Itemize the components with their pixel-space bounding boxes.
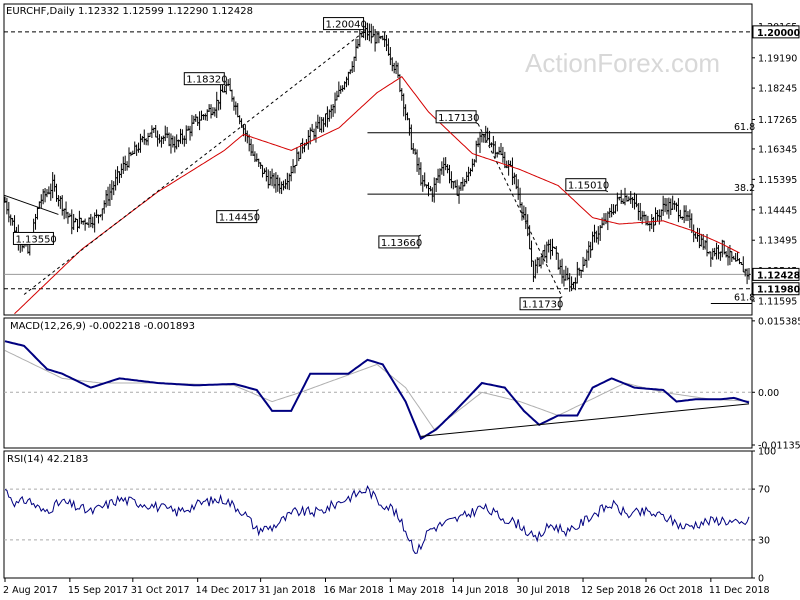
macd-ytick-label: 0.00 — [758, 388, 779, 399]
price-ytick-label: 1.11595 — [758, 297, 797, 308]
annotation-box — [216, 210, 258, 224]
x-tick-label: 14 Jun 2018 — [451, 585, 508, 596]
macd-title: MACD(12,26,9) -0.002218 -0.001893 — [10, 321, 195, 332]
level-label: 1.20000 — [757, 28, 800, 39]
x-tick-label: 15 Sep 2017 — [68, 585, 128, 596]
level-label-box: 1.12428 — [752, 267, 800, 281]
x-tick-label: 16 Mar 2018 — [323, 585, 383, 596]
price-annotation: 1.13660 — [378, 234, 422, 249]
level-label: 1.12428 — [757, 270, 800, 281]
annotation-box — [435, 110, 477, 124]
x-tick-label: 11 Dec 2018 — [709, 585, 770, 596]
price-annotation: 1.17130 — [435, 110, 479, 125]
annotation-label: 1.20040 — [326, 20, 367, 31]
rsi-ytick-label: 70 — [758, 485, 770, 496]
price-title: EURCHF,Daily 1.12332 1.12599 1.12290 1.1… — [6, 6, 253, 17]
level-label-box: 1.11980 — [752, 282, 800, 296]
x-tick-label: 26 Oct 2018 — [644, 585, 703, 596]
annotation-box — [519, 297, 561, 311]
annotation-box — [378, 235, 420, 249]
fib-label: 61.8 — [734, 292, 755, 303]
price-annotation: 1.13550 — [12, 231, 57, 245]
level-label-bg — [752, 282, 800, 296]
annotation-label: 1.11730 — [522, 300, 563, 311]
x-tick-label: 1 May 2018 — [388, 585, 444, 596]
annotation-label: 1.14450 — [219, 213, 260, 224]
price-ytick-label: 1.16345 — [758, 144, 797, 155]
annotation-label: 1.13550 — [15, 234, 56, 245]
rsi-ytick-label: 0 — [758, 574, 764, 585]
x-tick-label: 2 Aug 2017 — [3, 585, 58, 596]
watermark: ActionForex.com — [525, 48, 720, 78]
level-label-bg — [752, 267, 800, 281]
price-annotation: 1.11730 — [519, 296, 563, 311]
rsi-line — [4, 485, 750, 554]
annotation-box — [323, 17, 365, 31]
price-ytick-label: 1.14445 — [758, 205, 797, 216]
macd-line — [4, 340, 750, 441]
price-annotation: 1.18320 — [183, 72, 228, 87]
rsi-ytick-label: 30 — [758, 535, 770, 546]
annotation-label: 1.18320 — [186, 75, 227, 86]
price-ytick-label: 1.15395 — [758, 175, 797, 186]
price-annotation: 1.14450 — [216, 209, 260, 224]
annotation-box — [565, 178, 607, 192]
rsi-ytick-label: 100 — [758, 447, 776, 458]
annotation-box — [183, 72, 225, 86]
macd-ytick-label: 0.015385 — [758, 316, 800, 327]
macd-ytick-label: -0.011352 — [758, 440, 800, 451]
level-label: 1.11980 — [757, 285, 800, 296]
ohlc-bar — [747, 268, 751, 280]
annotation-box — [12, 231, 54, 245]
level-label-bg — [752, 25, 800, 39]
rsi-title: RSI(14) 42.2183 — [7, 454, 88, 465]
x-tick-label: 12 Sep 2018 — [581, 585, 641, 596]
fib-label: 38.2 — [734, 183, 755, 194]
price-ytick-label: 1.19190 — [758, 53, 797, 64]
x-tick-label: 30 Jul 2018 — [516, 585, 570, 596]
annotation-label: 1.17130 — [438, 113, 479, 124]
x-tick-label: 31 Jan 2018 — [259, 585, 316, 596]
annotation-label: 1.13660 — [381, 238, 422, 249]
price-ytick-label: 1.18245 — [758, 84, 797, 95]
fib-label: 61.8 — [734, 122, 755, 133]
level-label-box: 1.20000 — [752, 25, 800, 39]
trendline — [477, 123, 563, 297]
macd-trendline — [420, 403, 750, 437]
price-ytick-label: 1.17265 — [758, 115, 797, 126]
price-ytick-label: 1.13495 — [758, 236, 797, 247]
x-tick-label: 14 Dec 2017 — [196, 585, 257, 596]
price-annotation: 1.20040 — [323, 17, 367, 32]
trendline — [3, 194, 59, 215]
annotation-label: 1.15010 — [568, 181, 609, 192]
x-tick-label: 31 Oct 2017 — [131, 585, 190, 596]
price-annotation: 1.15010 — [565, 178, 609, 193]
